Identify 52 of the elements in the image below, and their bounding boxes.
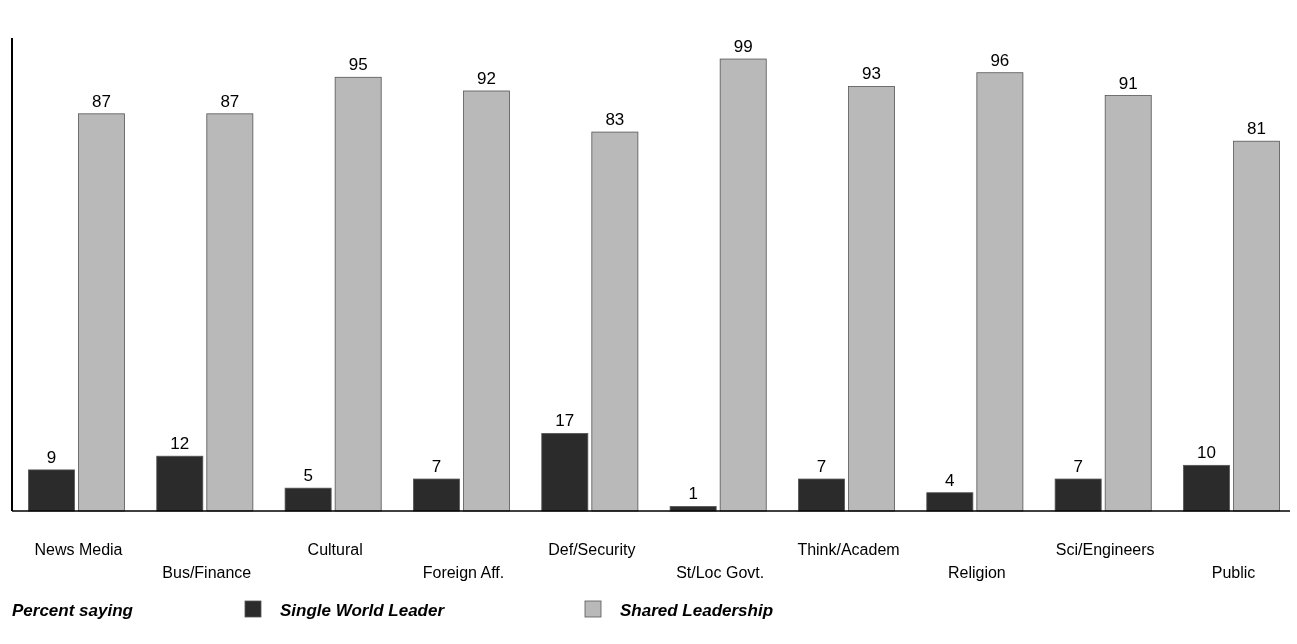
- data-label: 7: [431, 457, 442, 477]
- data-label: 87: [92, 91, 111, 111]
- bar: [976, 72, 1024, 512]
- data-label: 10: [1197, 443, 1216, 463]
- x-tick-label: Public: [1211, 564, 1256, 581]
- bar: [1104, 95, 1152, 512]
- data-label: 9: [46, 447, 57, 467]
- legend-label: Single World Leader: [280, 601, 446, 620]
- x-tick-label: St/Loc Govt.: [676, 564, 765, 581]
- data-label: 96: [990, 50, 1010, 70]
- bar: [156, 455, 204, 512]
- bar: [1183, 464, 1230, 512]
- data-label: 87: [220, 91, 240, 111]
- bar: [798, 478, 845, 512]
- data-label: 17: [555, 411, 575, 431]
- bar: [463, 90, 510, 512]
- data-label: 1: [688, 484, 698, 504]
- bar: [848, 86, 895, 512]
- bar: [413, 478, 460, 512]
- data-label: 7: [1073, 457, 1083, 477]
- bar: [334, 76, 382, 512]
- bar: [719, 58, 767, 512]
- data-label: 95: [348, 55, 368, 75]
- bar: [1054, 478, 1102, 512]
- data-label: 5: [303, 466, 313, 486]
- x-tick-label: Foreign Aff.: [422, 564, 505, 581]
- data-label: 7: [816, 457, 827, 477]
- data-label: 4: [945, 470, 955, 490]
- bar: [541, 432, 589, 512]
- data-label: 12: [170, 434, 190, 454]
- data-label: 99: [733, 37, 753, 57]
- data-label: 83: [605, 110, 625, 130]
- bar: [926, 492, 974, 512]
- bar: [284, 487, 332, 512]
- bar: [591, 131, 639, 512]
- data-label: 91: [1118, 73, 1138, 93]
- data-label: 92: [477, 69, 496, 88]
- x-tick-label: Def/Security: [548, 541, 636, 558]
- x-tick-label: Bus/Finance: [162, 564, 252, 581]
- bar: [78, 113, 125, 512]
- data-label: 93: [862, 64, 881, 84]
- bar: [28, 469, 75, 512]
- legend-label: Shared Leadership: [620, 601, 774, 620]
- x-tick-label: Religion: [947, 564, 1006, 581]
- data-label: 81: [1247, 119, 1267, 139]
- x-tick-label: News Media: [34, 541, 123, 558]
- x-tick-label: Sci/Engineers: [1055, 541, 1155, 558]
- bar: [206, 113, 254, 512]
- x-tick-label: Think/Academ: [797, 541, 900, 558]
- bar: [1233, 140, 1280, 512]
- legend-title: Percent saying: [12, 601, 134, 620]
- x-tick-label: Cultural: [307, 541, 363, 558]
